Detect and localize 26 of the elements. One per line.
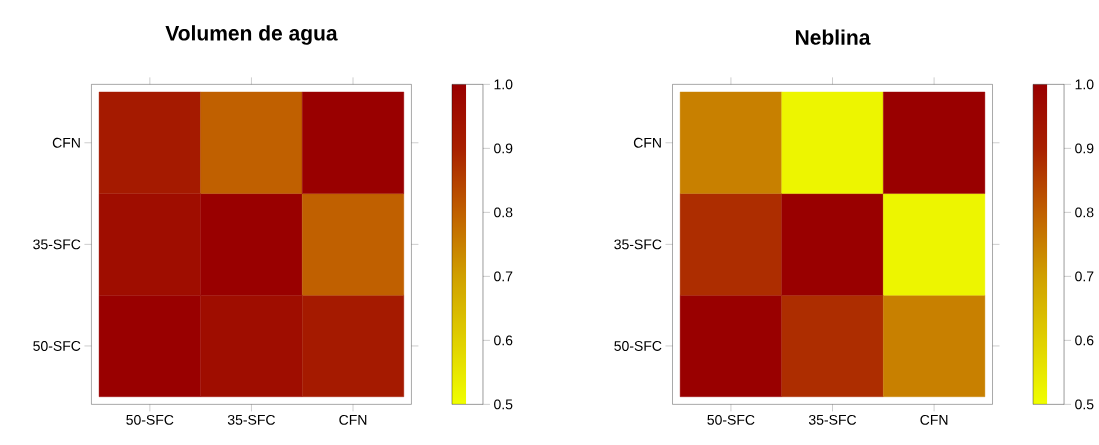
chart-title: Volumen de agua: [165, 25, 338, 45]
color-bar-label: 0.7: [494, 271, 513, 282]
x-tick-label: 50-SFC: [707, 414, 755, 425]
color-bar-label: 0.9: [494, 143, 513, 154]
x-tick-label: 35-SFC: [227, 414, 276, 425]
color-bar-label: 0.9: [1075, 143, 1094, 154]
y-tick-label: CFN: [52, 137, 80, 148]
y-tick-label: 50-SFC: [614, 340, 662, 351]
color-bar-label: 0.8: [494, 207, 513, 218]
color-bar-label: 0.7: [1075, 271, 1094, 282]
x-tick-label: CFN: [920, 414, 948, 425]
color-bar-label: 0.6: [1075, 335, 1094, 346]
y-tick-label: 35-SFC: [33, 239, 81, 250]
y-tick-label: CFN: [633, 137, 661, 148]
color-bar-label: 1.0: [1075, 79, 1094, 90]
color-bar-label: 0.5: [1075, 399, 1094, 410]
x-tick-label: 35-SFC: [808, 414, 857, 425]
color-bar-label: 0.6: [494, 335, 513, 346]
y-tick-label: 35-SFC: [614, 239, 662, 250]
x-tick-label: CFN: [339, 414, 367, 425]
y-tick-label: 50-SFC: [33, 340, 81, 351]
color-bar-label: 0.5: [494, 399, 513, 410]
x-tick-label: 50-SFC: [126, 414, 174, 425]
chart-title: Neblina: [796, 29, 871, 45]
color-bar-label: 0.8: [1075, 207, 1094, 218]
color-bar-label: 1.0: [494, 79, 513, 90]
